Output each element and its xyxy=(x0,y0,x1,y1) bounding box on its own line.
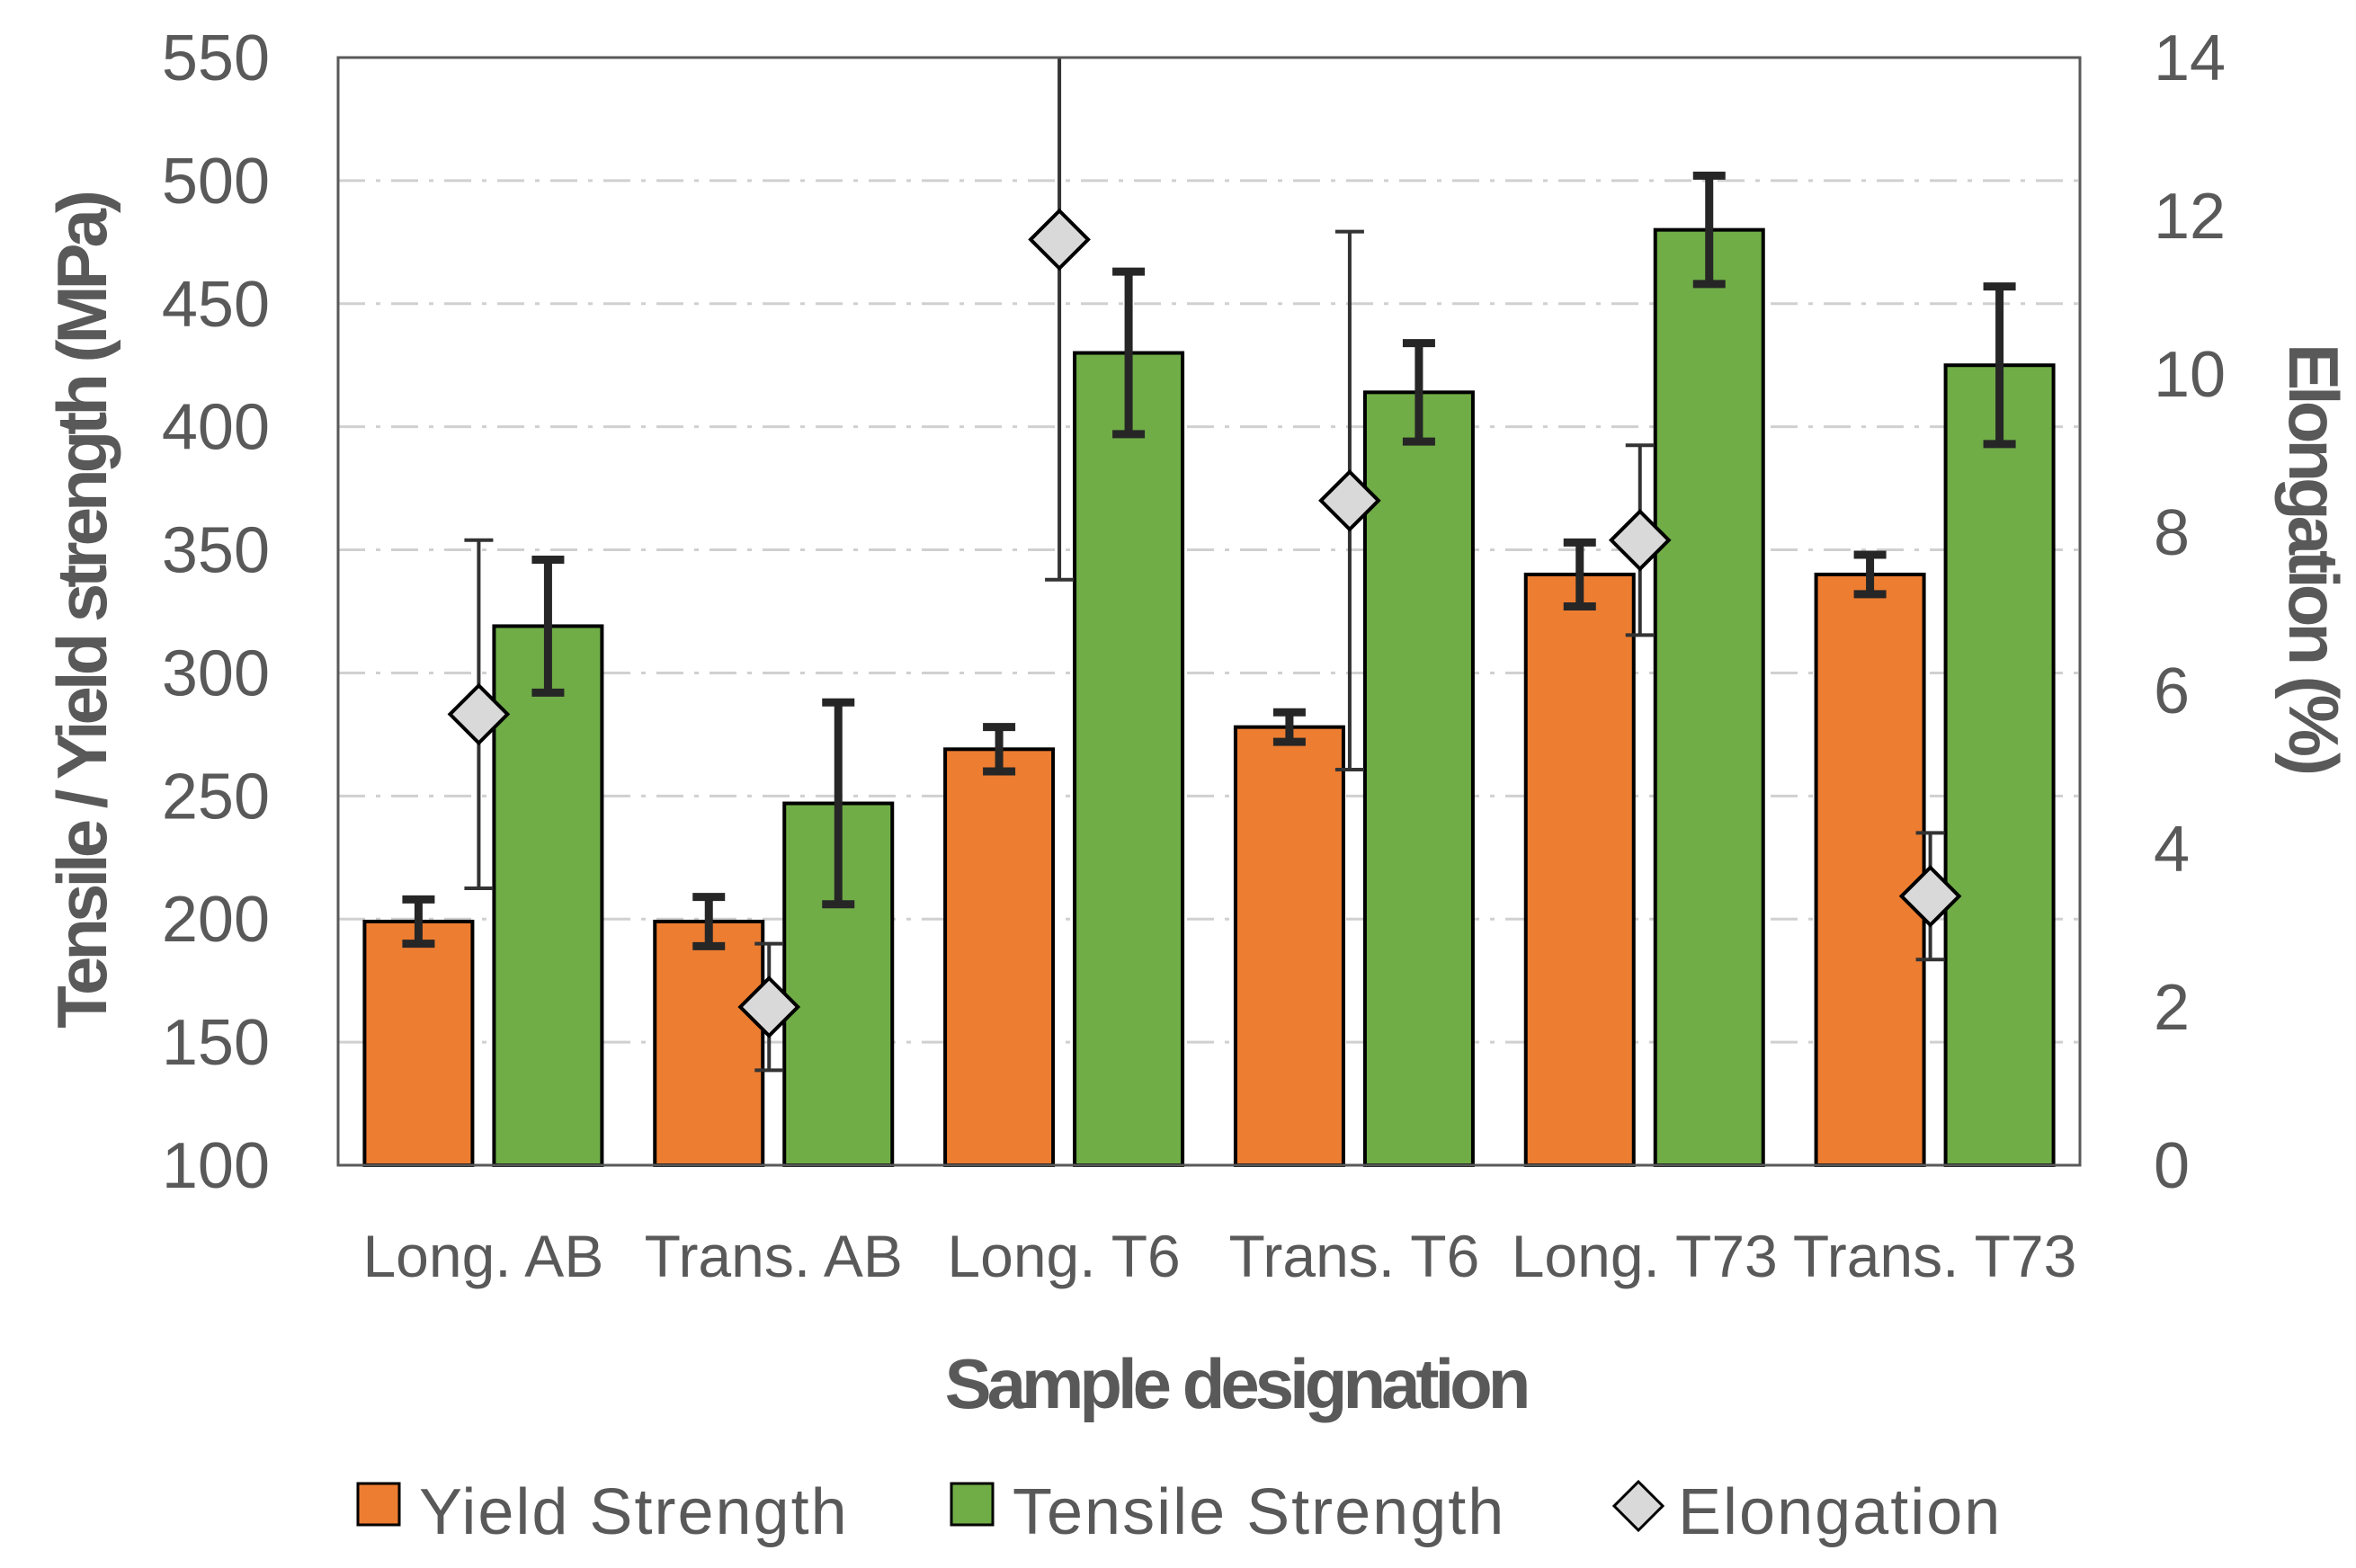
legend-label-tensile: Tensile Strength xyxy=(1013,1476,1505,1548)
y2-tick-label: 4 xyxy=(2154,814,2190,886)
plot-area-frame xyxy=(336,56,2082,1167)
yield-strength-bar xyxy=(1814,572,1926,1167)
x-category-label: Trans. AB xyxy=(645,1223,903,1289)
yield-strength-bar xyxy=(653,919,765,1167)
legend-label-yield: Yield Strength xyxy=(419,1476,849,1548)
elongation-markers xyxy=(447,58,1962,1073)
tensile-strength-bar xyxy=(1943,363,2056,1167)
y-tick-label: 100 xyxy=(162,1130,270,1202)
category-labels: Long. AB Trans. AB Long. T6 Trans. T6 Long. … xyxy=(362,1223,2076,1289)
legend-swatch-elongation xyxy=(1611,1479,1665,1533)
elongation-error-bar xyxy=(1045,58,1075,582)
tensile-error-bar xyxy=(1983,282,2016,449)
yield-error-bar xyxy=(692,893,726,950)
y-tick-label: 200 xyxy=(162,884,270,956)
yield-error-bar xyxy=(402,895,435,949)
y-tick-label: 450 xyxy=(162,269,270,341)
tensile-strength-bar xyxy=(1653,227,1765,1168)
elongation-marker xyxy=(447,682,511,746)
y-tick-label: 550 xyxy=(162,22,270,94)
tensile-strength-bar xyxy=(782,801,895,1168)
y2-tick-label: 14 xyxy=(2154,22,2226,94)
tensile-strength-bar xyxy=(1073,351,1185,1167)
tensile-error-bar xyxy=(1692,171,1726,289)
legend: Yield Strength Tensile Strength Elongati… xyxy=(356,1476,2002,1548)
tensile-error-bar xyxy=(1402,339,1435,446)
right-axis-ticks: 0 2 4 6 8 10 12 14 xyxy=(2154,22,2226,1202)
y2-tick-label: 2 xyxy=(2154,972,2190,1044)
x-category-label: Trans. T73 xyxy=(1793,1223,2076,1289)
y-tick-label: 300 xyxy=(162,637,270,709)
left-axis-ticks: 100 150 200 250 300 350 400 450 500 550 xyxy=(162,22,270,1202)
tensile-error-bar xyxy=(1112,267,1146,439)
tensile-error-bar xyxy=(531,556,565,697)
y-tick-label: 500 xyxy=(162,146,270,218)
gridlines xyxy=(338,179,2080,1044)
x-category-label: Long. T73 xyxy=(1512,1223,1778,1289)
y-tick-label: 350 xyxy=(162,515,270,587)
legend-label-elongation: Elongation xyxy=(1678,1476,2002,1548)
tensile-strength-bar xyxy=(492,624,604,1167)
yield-strength-bar xyxy=(362,919,475,1167)
y2-tick-label: 6 xyxy=(2154,655,2190,727)
yield-error-bar xyxy=(1563,538,1596,611)
y2-tick-label: 10 xyxy=(2154,339,2226,411)
elongation-marker xyxy=(1028,208,1091,272)
elongation-marker xyxy=(1898,864,1962,928)
x-axis-title: Sample designation xyxy=(945,1344,1527,1423)
legend-swatch-yield xyxy=(356,1482,401,1527)
yield-error-bar xyxy=(1853,550,1887,599)
yield-strength-bar xyxy=(1523,572,1636,1167)
tensile-error-bar xyxy=(822,698,855,909)
y2-axis-title: Elongation (%) xyxy=(2274,343,2353,773)
y-tick-label: 150 xyxy=(162,1007,270,1079)
elongation-marker xyxy=(737,976,801,1038)
y2-tick-label: 8 xyxy=(2154,497,2190,569)
x-category-label: Long. T6 xyxy=(947,1223,1180,1289)
legend-swatch-tensile xyxy=(950,1482,995,1527)
y2-tick-label: 12 xyxy=(2154,181,2226,253)
yield-error-bar xyxy=(1272,708,1306,746)
y-axis-title: Tensile / Yield strength (MPa) xyxy=(42,192,121,1029)
x-category-label: Long. AB xyxy=(362,1223,603,1289)
tensile-strength-bar xyxy=(1362,390,1475,1167)
y-tick-label: 400 xyxy=(162,392,270,464)
yield-error-bar xyxy=(983,723,1016,776)
yield-strength-bar xyxy=(1233,725,1345,1167)
bars xyxy=(362,171,2056,1168)
elongation-marker xyxy=(1318,468,1381,532)
yield-strength-bar xyxy=(943,747,1056,1167)
y-tick-label: 250 xyxy=(162,761,270,833)
x-category-label: Trans. T6 xyxy=(1229,1223,1480,1289)
elongation-marker xyxy=(1608,508,1672,572)
y2-tick-label: 0 xyxy=(2154,1130,2190,1202)
